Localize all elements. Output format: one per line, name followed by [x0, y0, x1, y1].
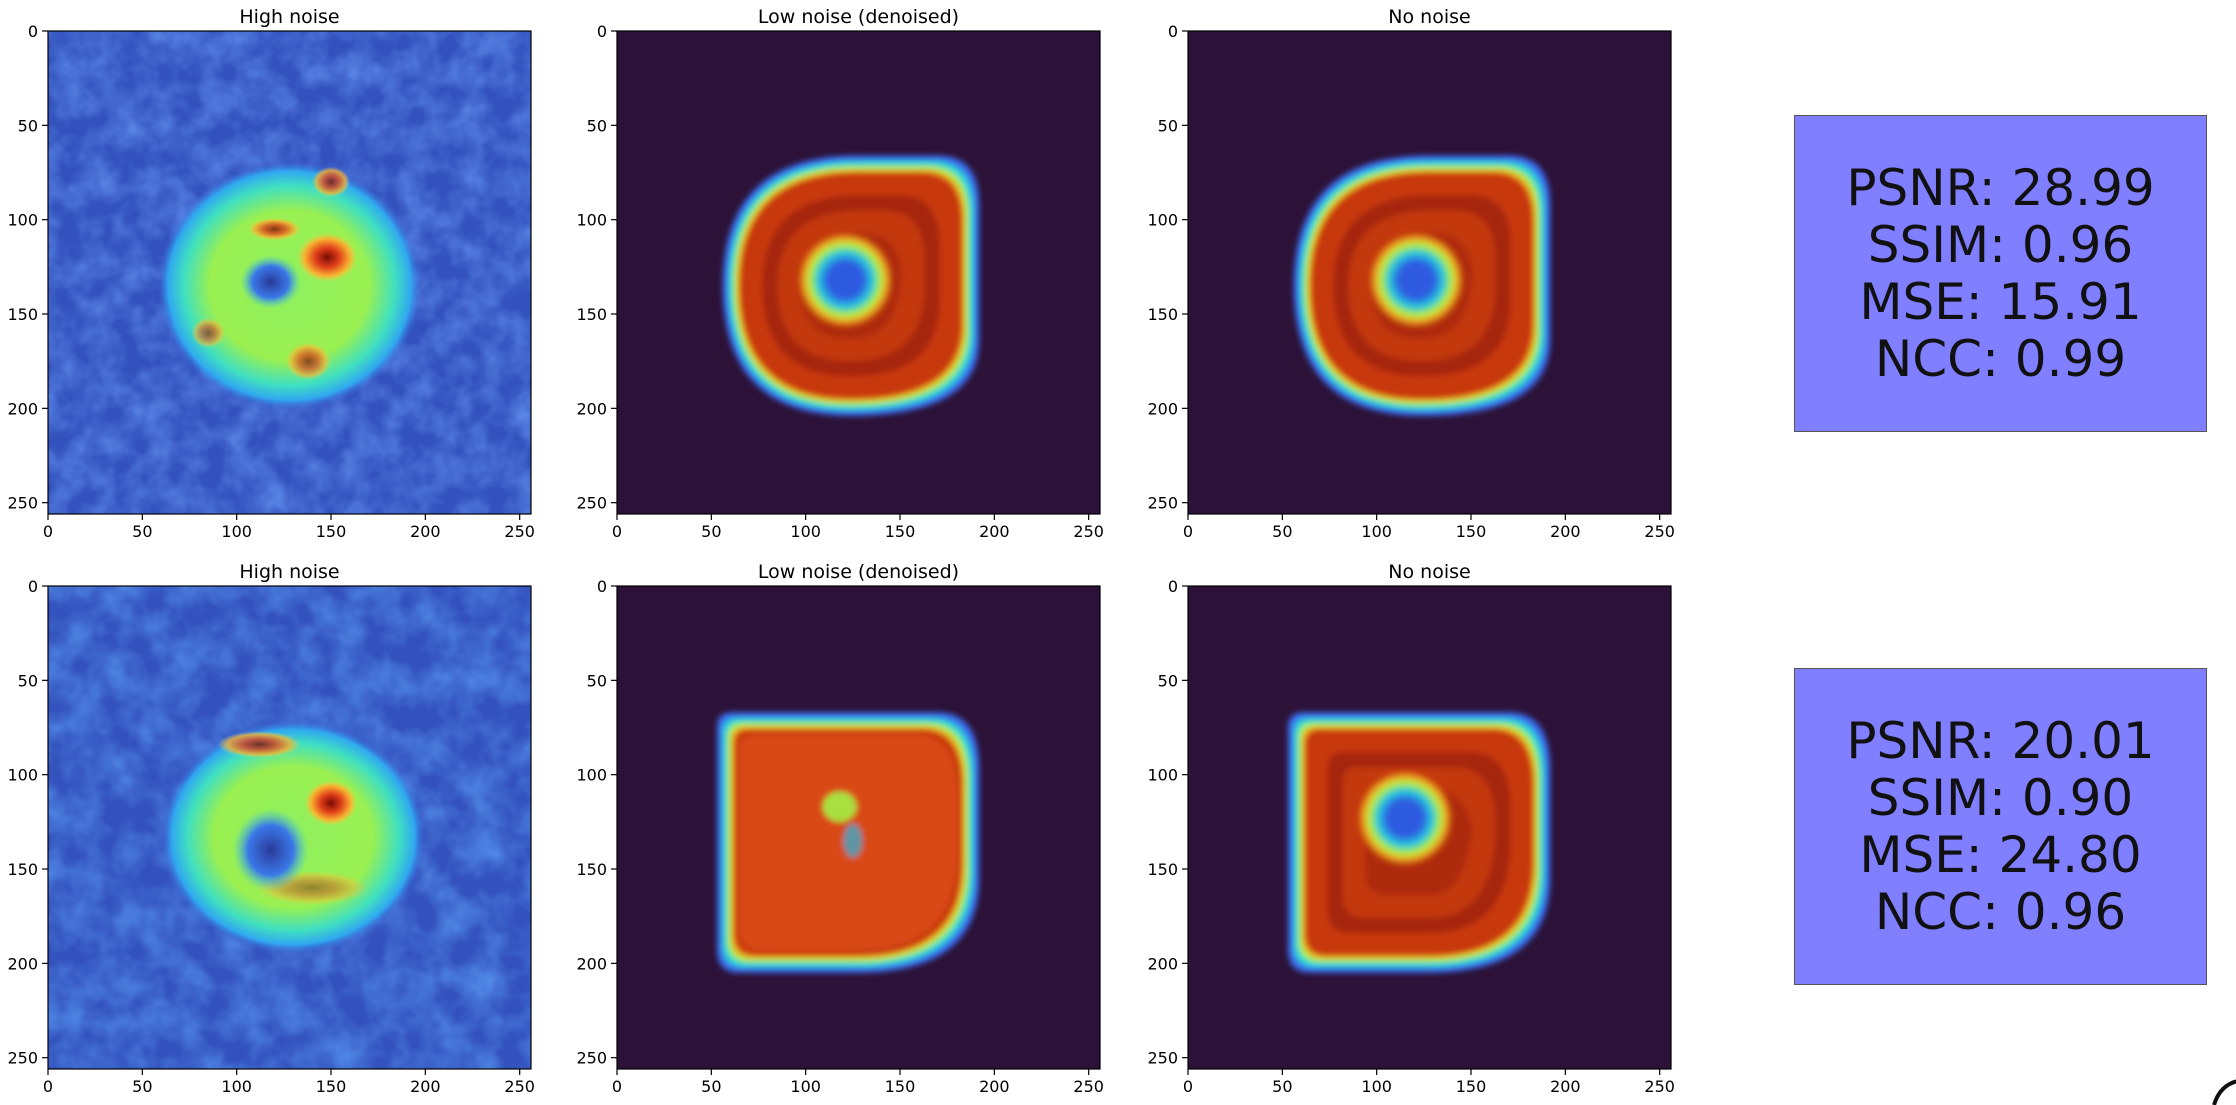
- x-tick-label: 200: [1550, 1077, 1581, 1096]
- y-tick-label: 150: [1147, 860, 1178, 879]
- y-tick-label: 200: [576, 399, 607, 418]
- y-tick-label: 200: [7, 954, 38, 973]
- y-tick-label: 100: [576, 766, 607, 785]
- x-tick-label: 200: [410, 522, 441, 541]
- x-tick-label: 100: [1361, 1077, 1392, 1096]
- x-tick-label: 50: [1272, 522, 1292, 541]
- y-tick-label: 0: [1168, 577, 1178, 596]
- y-tick-label: 50: [587, 116, 607, 135]
- y-tick-label: 250: [1147, 1049, 1178, 1068]
- x-tick-label: 200: [979, 1077, 1010, 1096]
- x-tick-label: 0: [43, 522, 53, 541]
- mse-value: MSE: 24.80: [1859, 825, 2142, 884]
- metrics-box-row-1: PSNR: 28.99 SSIM: 0.96 MSE: 15.91 NCC: 0…: [1794, 115, 2207, 432]
- ssim-value: SSIM: 0.96: [1867, 215, 2134, 274]
- image-panel-r1-c1: High noise 0 50 100 150 200 250 0 50 100 150 200 250: [7, 6, 535, 541]
- y-tick-label: 100: [1147, 211, 1178, 230]
- y-tick-label: 200: [1147, 954, 1178, 973]
- psnr-value: PSNR: 28.99: [1846, 158, 2155, 217]
- x-tick-label: 250: [504, 1077, 535, 1096]
- y-tick-label: 250: [576, 494, 607, 513]
- y-tick-label: 150: [7, 860, 38, 879]
- x-tick-label: 0: [43, 1077, 53, 1096]
- y-tick-label: 100: [1147, 766, 1178, 785]
- image-panel-r2-c3: No noise 0 50 100 150 200 250 0 50 100 150 200 250: [1147, 561, 1675, 1096]
- y-tick-label: 150: [1147, 305, 1178, 324]
- panel-title: High noise: [239, 6, 339, 28]
- image-panel-r2-c1: High noise 0 50 100 150 200 250 0 50 100 150 200 250: [7, 561, 535, 1096]
- x-tick-label: 50: [132, 1077, 152, 1096]
- y-tick-label: 250: [7, 494, 38, 513]
- x-tick-label: 100: [221, 1077, 252, 1096]
- x-tick-label: 50: [1272, 1077, 1292, 1096]
- y-tick-label: 200: [576, 954, 607, 973]
- x-tick-label: 250: [1644, 522, 1675, 541]
- x-tick-label: 150: [1456, 1077, 1487, 1096]
- x-tick-label: 100: [221, 522, 252, 541]
- metrics-box-row-2: PSNR: 20.01 SSIM: 0.90 MSE: 24.80 NCC: 0…: [1794, 668, 2207, 985]
- y-tick-label: 0: [1168, 22, 1178, 41]
- ncc-value: NCC: 0.99: [1874, 329, 2127, 388]
- y-tick-label: 200: [7, 399, 38, 418]
- mse-value: MSE: 15.91: [1859, 272, 2142, 331]
- y-tick-label: 50: [1158, 116, 1178, 135]
- x-tick-label: 150: [885, 1077, 916, 1096]
- image-panel-r2-c2: Low noise (denoised) 0 50 100 150 200 250 0 50 10…: [576, 561, 1104, 1096]
- x-tick-label: 200: [979, 522, 1010, 541]
- y-tick-label: 50: [587, 671, 607, 690]
- x-tick-label: 150: [885, 522, 916, 541]
- panel-title: Low noise (denoised): [758, 561, 959, 583]
- x-tick-label: 100: [1361, 522, 1392, 541]
- x-tick-label: 250: [504, 522, 535, 541]
- y-tick-label: 250: [576, 1049, 607, 1068]
- x-tick-label: 0: [1183, 522, 1193, 541]
- x-tick-label: 50: [132, 522, 152, 541]
- x-tick-label: 200: [1550, 522, 1581, 541]
- y-tick-label: 150: [576, 305, 607, 324]
- ncc-value: NCC: 0.96: [1874, 882, 2127, 941]
- x-tick-label: 100: [790, 1077, 821, 1096]
- panel-title: High noise: [239, 561, 339, 583]
- y-tick-label: 150: [576, 860, 607, 879]
- y-tick-label: 0: [597, 22, 607, 41]
- y-tick-label: 50: [1158, 671, 1178, 690]
- y-tick-label: 250: [7, 1049, 38, 1068]
- x-tick-label: 0: [1183, 1077, 1193, 1096]
- x-tick-label: 50: [701, 522, 721, 541]
- panel-title: No noise: [1388, 561, 1470, 583]
- y-tick-label: 0: [28, 22, 38, 41]
- x-tick-label: 150: [316, 1077, 347, 1096]
- x-tick-label: 250: [1073, 1077, 1104, 1096]
- x-tick-label: 50: [701, 1077, 721, 1096]
- psnr-value: PSNR: 20.01: [1846, 711, 2155, 770]
- x-tick-label: 250: [1644, 1077, 1675, 1096]
- y-tick-label: 150: [7, 305, 38, 324]
- panel-title: Low noise (denoised): [758, 6, 959, 28]
- x-tick-label: 150: [1456, 522, 1487, 541]
- y-tick-label: 50: [18, 116, 38, 135]
- image-panel-r1-c2: Low noise (denoised) 0 50 100 150 200 250 0 50 10…: [576, 6, 1104, 541]
- x-tick-label: 0: [612, 1077, 622, 1096]
- ssim-value: SSIM: 0.90: [1867, 768, 2134, 827]
- y-tick-label: 100: [7, 766, 38, 785]
- image-panel-r1-c3: No noise 0 50 100 150 200 250 0 50 100 150 200 250: [1147, 6, 1675, 541]
- corner-curve-icon: [2212, 1079, 2236, 1105]
- y-tick-label: 50: [18, 671, 38, 690]
- y-tick-label: 0: [28, 577, 38, 596]
- y-tick-label: 0: [597, 577, 607, 596]
- x-tick-label: 200: [410, 1077, 441, 1096]
- x-tick-label: 0: [612, 522, 622, 541]
- x-tick-label: 100: [790, 522, 821, 541]
- y-tick-label: 100: [7, 211, 38, 230]
- y-tick-label: 250: [1147, 494, 1178, 513]
- x-tick-label: 150: [316, 522, 347, 541]
- panel-title: No noise: [1388, 6, 1470, 28]
- y-tick-label: 200: [1147, 399, 1178, 418]
- x-tick-label: 250: [1073, 522, 1104, 541]
- y-tick-label: 100: [576, 211, 607, 230]
